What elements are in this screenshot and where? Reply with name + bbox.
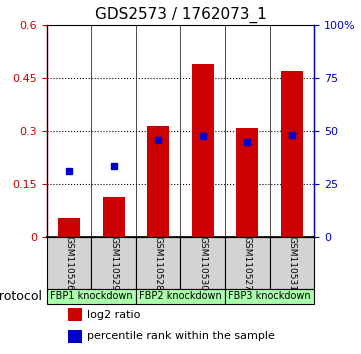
Text: GSM110526: GSM110526 [65, 236, 74, 291]
FancyBboxPatch shape [91, 237, 136, 289]
Text: log2 ratio: log2 ratio [87, 309, 140, 320]
FancyBboxPatch shape [47, 289, 136, 304]
Point [289, 132, 295, 138]
Text: FBP3 knockdown: FBP3 knockdown [228, 291, 311, 301]
FancyBboxPatch shape [225, 289, 314, 304]
Title: GDS2573 / 1762073_1: GDS2573 / 1762073_1 [95, 7, 266, 23]
FancyBboxPatch shape [225, 237, 270, 289]
Text: protocol: protocol [0, 290, 43, 303]
Bar [280, 71, 303, 237]
Point [66, 169, 72, 174]
FancyBboxPatch shape [180, 237, 225, 289]
Bar [147, 126, 169, 237]
Text: GSM110530: GSM110530 [198, 236, 207, 291]
Text: GSM110529: GSM110529 [109, 236, 118, 291]
Text: FBP1 knockdown: FBP1 knockdown [50, 291, 133, 301]
Point [111, 163, 117, 169]
Bar [236, 127, 258, 237]
Bar [58, 218, 80, 237]
Point [244, 139, 250, 144]
Bar [68, 308, 82, 321]
FancyBboxPatch shape [270, 237, 314, 289]
FancyBboxPatch shape [136, 289, 225, 304]
Bar [192, 64, 214, 237]
Text: GSM110528: GSM110528 [154, 236, 163, 291]
Text: percentile rank within the sample: percentile rank within the sample [87, 331, 275, 341]
FancyBboxPatch shape [47, 237, 91, 289]
Text: FBP2 knockdown: FBP2 knockdown [139, 291, 222, 301]
Point [200, 133, 206, 139]
Point [155, 137, 161, 142]
Text: GSM110527: GSM110527 [243, 236, 252, 291]
FancyBboxPatch shape [136, 237, 180, 289]
Bar [103, 196, 125, 237]
Text: GSM110531: GSM110531 [287, 236, 296, 291]
Bar [68, 330, 82, 343]
